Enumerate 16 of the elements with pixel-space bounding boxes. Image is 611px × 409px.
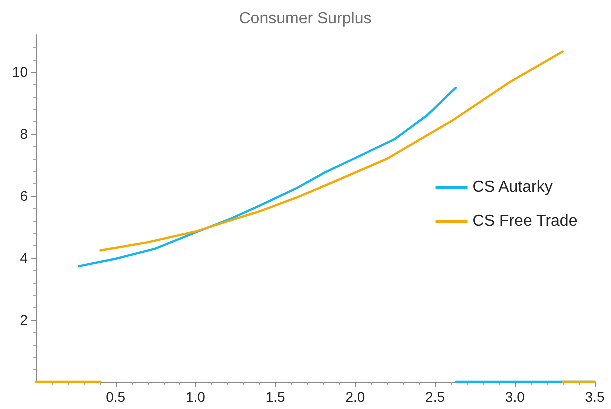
- legend-label: CS Autarky: [472, 179, 553, 196]
- x-tick-label: 3.0: [505, 389, 526, 405]
- legend-label: CS Free Trade: [472, 213, 578, 230]
- line-series: [78, 86, 458, 268]
- x-tick-label: 3.5: [585, 389, 605, 405]
- x-tick-label: 1.5: [266, 389, 286, 405]
- y-tick-label: 2: [20, 312, 28, 328]
- y-tick-label: 6: [20, 188, 28, 204]
- x-tick-label: 1.0: [186, 389, 206, 405]
- x-tick-label: 2.5: [426, 389, 446, 405]
- x-tick-label: 2.0: [346, 389, 366, 405]
- y-tick-label: 10: [12, 64, 28, 80]
- y-tick-label: 8: [20, 126, 28, 142]
- y-tick-label: 4: [20, 250, 28, 266]
- chart-title: Consumer Surplus: [239, 10, 372, 28]
- x-tick-label: 0.5: [106, 389, 126, 405]
